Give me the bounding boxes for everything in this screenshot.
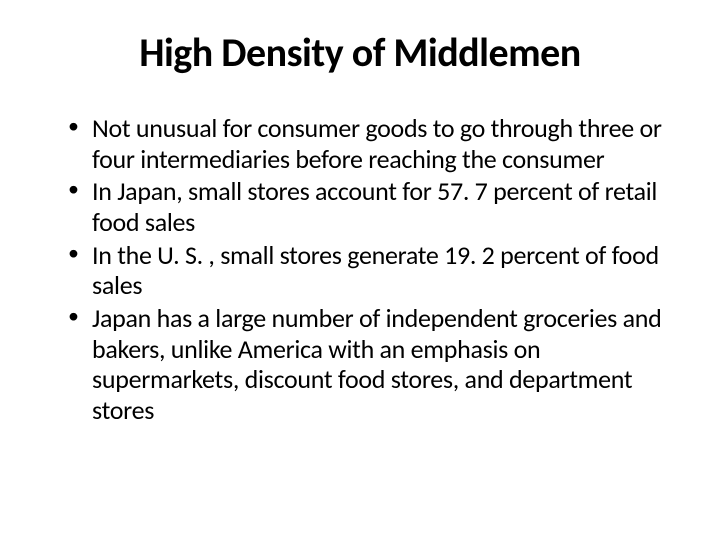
slide-container: High Density of Middlemen Not unusual fo… — [0, 0, 720, 540]
bullet-list: Not unusual for consumer goods to go thr… — [50, 113, 670, 426]
slide-title: High Density of Middlemen — [50, 28, 670, 77]
list-item: In Japan, small stores account for 57. 7… — [64, 176, 670, 237]
list-item: In the U. S. , small stores generate 19.… — [64, 240, 670, 301]
list-item: Not unusual for consumer goods to go thr… — [64, 113, 670, 174]
list-item: Japan has a large number of independent … — [64, 303, 670, 426]
